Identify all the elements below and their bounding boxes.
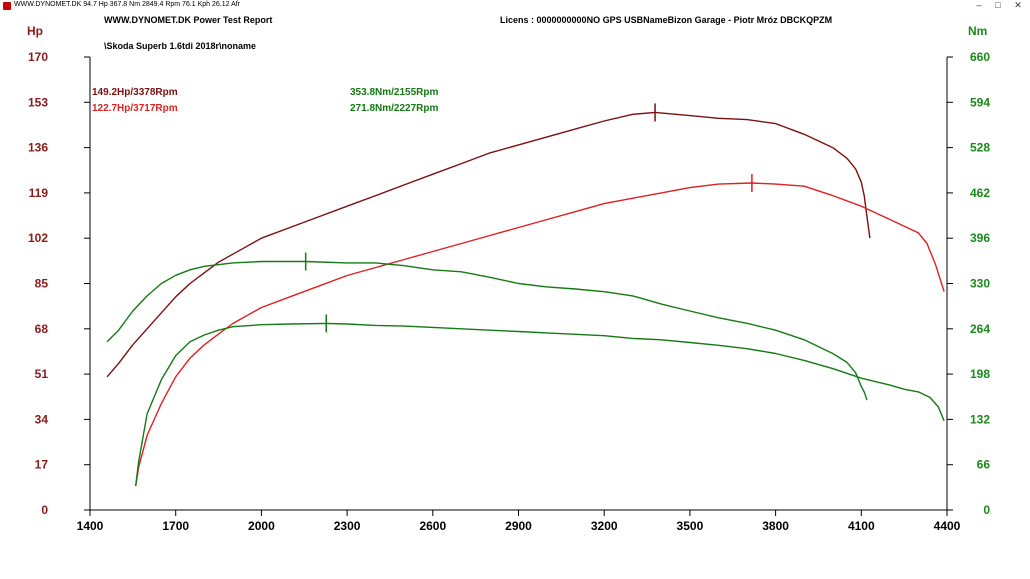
x-tick-label: 1700	[162, 519, 189, 533]
maximize-button[interactable]: □	[995, 0, 1001, 10]
report-title: WWW.DYNOMET.DK Power Test Report	[104, 15, 273, 25]
right-tick-label: 132	[970, 412, 990, 426]
x-tick-label: 2300	[334, 519, 361, 533]
left-axis-unit: Hp	[27, 24, 43, 38]
x-tick-label: 2000	[248, 519, 275, 533]
right-tick-label: 528	[970, 141, 990, 155]
x-tick-label: 2600	[419, 519, 446, 533]
left-tick-label: 102	[28, 231, 48, 245]
x-tick-label: 3800	[762, 519, 789, 533]
app-icon	[3, 2, 11, 10]
left-tick-label: 17	[35, 458, 49, 472]
series-torque_1-line	[106, 260, 868, 401]
right-tick-label: 594	[970, 95, 990, 109]
right-tick-label: 0	[983, 503, 990, 517]
right-tick-label: 396	[970, 231, 990, 245]
close-button[interactable]: ✕	[1014, 0, 1022, 10]
peak-power-1-label: 149.2Hp/3378Rpm	[92, 87, 178, 98]
minimize-button[interactable]: –	[976, 0, 982, 10]
left-tick-label: 85	[35, 277, 49, 291]
x-tick-label: 4100	[848, 519, 875, 533]
license-text: Licens : 0000000000NO GPS USBNameBizon G…	[500, 15, 833, 25]
x-tick-label: 1400	[77, 519, 104, 533]
right-tick-label: 660	[970, 50, 990, 64]
window-title: WWW.DYNOMET.DK 94.7 Hp 367.8 Nm 2849.4 R…	[14, 1, 241, 8]
x-tick-label: 3200	[591, 519, 618, 533]
right-tick-label: 264	[970, 322, 990, 336]
right-tick-label: 462	[970, 186, 990, 200]
series-power_1-line	[106, 111, 871, 378]
left-tick-label: 34	[35, 412, 49, 426]
peak-torque-2-label: 271.8Nm/2227Rpm	[350, 103, 439, 114]
x-tick-label: 3500	[677, 519, 704, 533]
right-tick-label: 198	[970, 367, 990, 381]
left-tick-label: 51	[35, 367, 49, 381]
right-axis-unit: Nm	[968, 24, 988, 38]
file-path: \Skoda Superb 1.6tdi 2018r\noname	[104, 41, 257, 51]
peak-power-2-label: 122.7Hp/3717Rpm	[92, 103, 178, 114]
left-tick-label: 0	[41, 503, 48, 517]
right-tick-label: 66	[977, 458, 991, 472]
peak-torque-1-label: 353.8Nm/2155Rpm	[350, 87, 439, 98]
left-tick-label: 170	[28, 50, 48, 64]
series-power_2-line	[135, 182, 945, 487]
right-tick-label: 330	[970, 277, 990, 291]
title-bar: WWW.DYNOMET.DK 94.7 Hp 367.8 Nm 2849.4 R…	[0, 0, 1030, 12]
left-tick-label: 119	[29, 186, 49, 200]
x-tick-label: 2900	[505, 519, 532, 533]
series-torque_2-line	[135, 322, 945, 487]
left-tick-label: 68	[35, 322, 49, 336]
left-tick-label: 136	[28, 141, 48, 155]
x-tick-label: 4400	[934, 519, 961, 533]
left-tick-label: 153	[28, 95, 48, 109]
